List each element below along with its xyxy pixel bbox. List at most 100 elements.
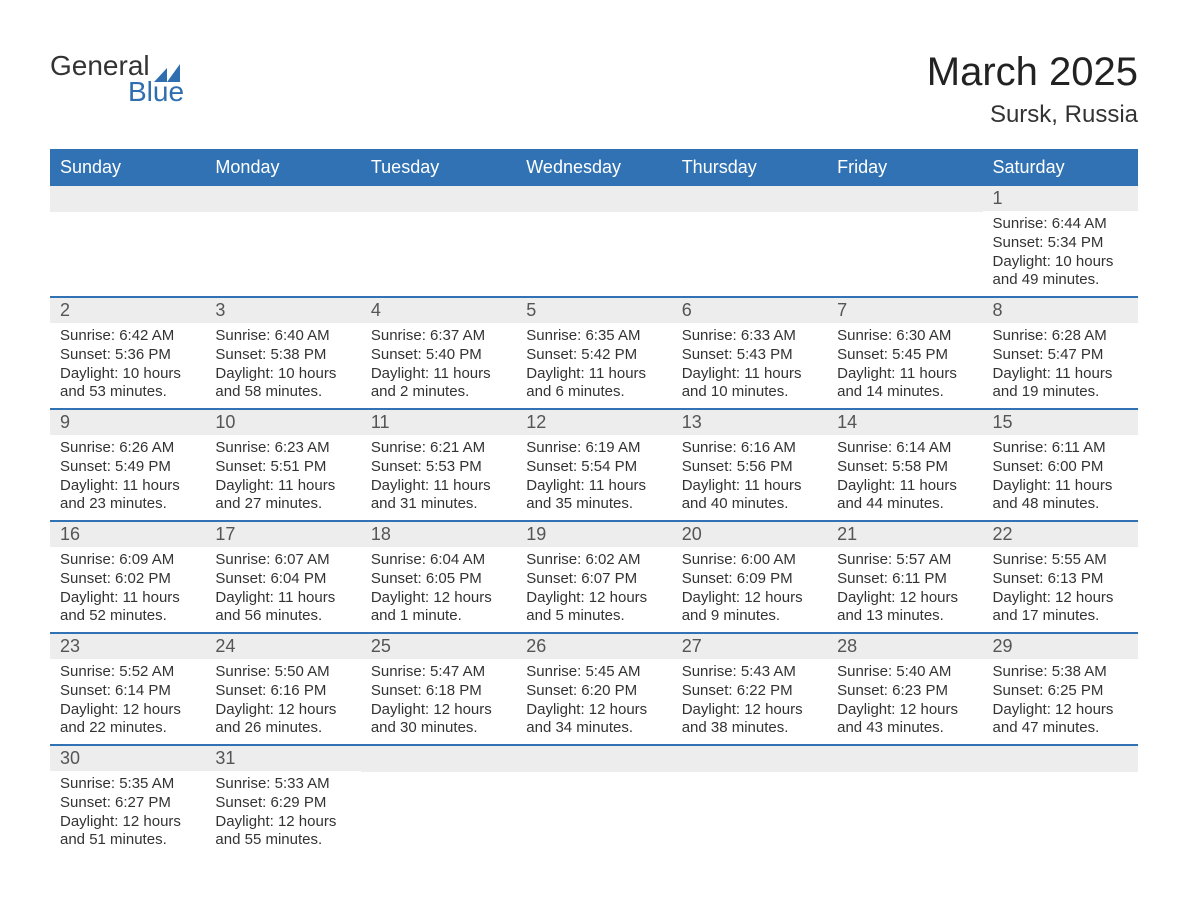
calendar-cell — [983, 746, 1138, 856]
sunset-text: Sunset: 6:00 PM — [993, 458, 1128, 477]
daylight-text: Daylight: 12 hours — [371, 701, 506, 720]
sunset-text: Sunset: 6:04 PM — [215, 570, 350, 589]
sunrise-text: Sunrise: 6:02 AM — [526, 551, 661, 570]
sunrise-text: Sunrise: 6:11 AM — [993, 439, 1128, 458]
day-details: Sunrise: 6:16 AMSunset: 5:56 PMDaylight:… — [672, 435, 827, 520]
daylight-text-2: and 38 minutes. — [682, 719, 817, 738]
day-number: 28 — [827, 634, 982, 659]
daylight-text-2: and 58 minutes. — [215, 383, 350, 402]
day-details: Sunrise: 6:23 AMSunset: 5:51 PMDaylight:… — [205, 435, 360, 520]
calendar-cell: 9Sunrise: 6:26 AMSunset: 5:49 PMDaylight… — [50, 410, 205, 520]
sunrise-text: Sunrise: 6:26 AM — [60, 439, 195, 458]
daylight-text-2: and 19 minutes. — [993, 383, 1128, 402]
calendar-cell: 27Sunrise: 5:43 AMSunset: 6:22 PMDayligh… — [672, 634, 827, 744]
calendar-cell: 23Sunrise: 5:52 AMSunset: 6:14 PMDayligh… — [50, 634, 205, 744]
daylight-text: Daylight: 11 hours — [371, 365, 506, 384]
day-number: 10 — [205, 410, 360, 435]
sunrise-text: Sunrise: 6:37 AM — [371, 327, 506, 346]
daylight-text: Daylight: 11 hours — [682, 477, 817, 496]
day-number: 4 — [361, 298, 516, 323]
day-number: 3 — [205, 298, 360, 323]
sunrise-text: Sunrise: 6:42 AM — [60, 327, 195, 346]
calendar-cell: 20Sunrise: 6:00 AMSunset: 6:09 PMDayligh… — [672, 522, 827, 632]
day-details: Sunrise: 6:11 AMSunset: 6:00 PMDaylight:… — [983, 435, 1138, 520]
sunrise-text: Sunrise: 6:09 AM — [60, 551, 195, 570]
day-number — [672, 746, 827, 772]
daylight-text: Daylight: 12 hours — [837, 589, 972, 608]
calendar-cell: 5Sunrise: 6:35 AMSunset: 5:42 PMDaylight… — [516, 298, 671, 408]
day-number: 26 — [516, 634, 671, 659]
day-number: 18 — [361, 522, 516, 547]
daylight-text-2: and 9 minutes. — [682, 607, 817, 626]
col-header-thursday: Thursday — [672, 149, 827, 186]
daylight-text: Daylight: 10 hours — [215, 365, 350, 384]
sunrise-text: Sunrise: 6:28 AM — [993, 327, 1128, 346]
calendar-week: 2Sunrise: 6:42 AMSunset: 5:36 PMDaylight… — [50, 298, 1138, 410]
sunrise-text: Sunrise: 6:35 AM — [526, 327, 661, 346]
daylight-text-2: and 17 minutes. — [993, 607, 1128, 626]
page-header: General Blue March 2025 Sursk, Russia — [50, 50, 1138, 129]
sunset-text: Sunset: 5:38 PM — [215, 346, 350, 365]
day-number: 9 — [50, 410, 205, 435]
daylight-text-2: and 13 minutes. — [837, 607, 972, 626]
daylight-text-2: and 35 minutes. — [526, 495, 661, 514]
calendar-cell: 26Sunrise: 5:45 AMSunset: 6:20 PMDayligh… — [516, 634, 671, 744]
col-header-wednesday: Wednesday — [516, 149, 671, 186]
sunrise-text: Sunrise: 5:55 AM — [993, 551, 1128, 570]
day-details: Sunrise: 5:50 AMSunset: 6:16 PMDaylight:… — [205, 659, 360, 744]
sunrise-text: Sunrise: 6:21 AM — [371, 439, 506, 458]
calendar-cell — [361, 186, 516, 296]
calendar-week: 16Sunrise: 6:09 AMSunset: 6:02 PMDayligh… — [50, 522, 1138, 634]
daylight-text: Daylight: 11 hours — [993, 477, 1128, 496]
calendar-cell: 10Sunrise: 6:23 AMSunset: 5:51 PMDayligh… — [205, 410, 360, 520]
sunset-text: Sunset: 5:43 PM — [682, 346, 817, 365]
day-details: Sunrise: 5:52 AMSunset: 6:14 PMDaylight:… — [50, 659, 205, 744]
calendar-cell: 21Sunrise: 5:57 AMSunset: 6:11 PMDayligh… — [827, 522, 982, 632]
daylight-text: Daylight: 12 hours — [215, 701, 350, 720]
daylight-text-2: and 48 minutes. — [993, 495, 1128, 514]
daylight-text: Daylight: 11 hours — [215, 589, 350, 608]
calendar-cell: 13Sunrise: 6:16 AMSunset: 5:56 PMDayligh… — [672, 410, 827, 520]
sunset-text: Sunset: 6:09 PM — [682, 570, 817, 589]
day-number: 14 — [827, 410, 982, 435]
calendar-cell — [516, 186, 671, 296]
sunrise-text: Sunrise: 5:57 AM — [837, 551, 972, 570]
sunrise-text: Sunrise: 5:47 AM — [371, 663, 506, 682]
sunset-text: Sunset: 6:18 PM — [371, 682, 506, 701]
day-details: Sunrise: 5:35 AMSunset: 6:27 PMDaylight:… — [50, 771, 205, 856]
calendar-cell: 18Sunrise: 6:04 AMSunset: 6:05 PMDayligh… — [361, 522, 516, 632]
sunrise-text: Sunrise: 6:40 AM — [215, 327, 350, 346]
calendar-cell — [672, 746, 827, 856]
daylight-text-2: and 51 minutes. — [60, 831, 195, 850]
sunset-text: Sunset: 6:29 PM — [215, 794, 350, 813]
day-number: 20 — [672, 522, 827, 547]
day-details: Sunrise: 5:47 AMSunset: 6:18 PMDaylight:… — [361, 659, 516, 744]
daylight-text-2: and 1 minute. — [371, 607, 506, 626]
daylight-text-2: and 55 minutes. — [215, 831, 350, 850]
daylight-text: Daylight: 10 hours — [60, 365, 195, 384]
sunrise-text: Sunrise: 5:40 AM — [837, 663, 972, 682]
day-number — [205, 186, 360, 212]
day-number: 21 — [827, 522, 982, 547]
day-number: 17 — [205, 522, 360, 547]
daylight-text-2: and 27 minutes. — [215, 495, 350, 514]
calendar: Sunday Monday Tuesday Wednesday Thursday… — [50, 149, 1138, 856]
daylight-text: Daylight: 12 hours — [993, 589, 1128, 608]
calendar-cell: 1Sunrise: 6:44 AMSunset: 5:34 PMDaylight… — [983, 186, 1138, 296]
day-details: Sunrise: 6:02 AMSunset: 6:07 PMDaylight:… — [516, 547, 671, 632]
sunset-text: Sunset: 5:47 PM — [993, 346, 1128, 365]
day-number: 19 — [516, 522, 671, 547]
day-number: 2 — [50, 298, 205, 323]
day-number: 24 — [205, 634, 360, 659]
sunrise-text: Sunrise: 6:44 AM — [993, 215, 1128, 234]
day-details: Sunrise: 6:40 AMSunset: 5:38 PMDaylight:… — [205, 323, 360, 408]
col-header-friday: Friday — [827, 149, 982, 186]
sunrise-text: Sunrise: 6:23 AM — [215, 439, 350, 458]
day-details: Sunrise: 6:26 AMSunset: 5:49 PMDaylight:… — [50, 435, 205, 520]
daylight-text-2: and 2 minutes. — [371, 383, 506, 402]
calendar-cell — [672, 186, 827, 296]
day-details: Sunrise: 6:30 AMSunset: 5:45 PMDaylight:… — [827, 323, 982, 408]
day-number — [50, 186, 205, 212]
daylight-text-2: and 31 minutes. — [371, 495, 506, 514]
daylight-text: Daylight: 11 hours — [993, 365, 1128, 384]
